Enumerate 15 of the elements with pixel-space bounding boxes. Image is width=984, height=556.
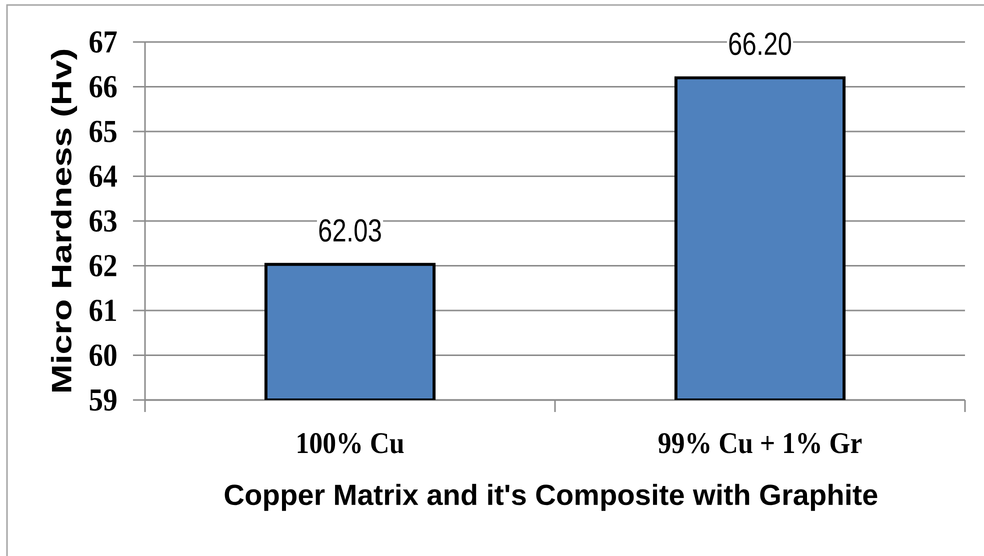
y-axis-title: Micro Hardness (Hv) [50, 50, 78, 392]
x-axis-title: Copper Matrix and it's Composite with Graphite [224, 484, 878, 511]
y-tick-label: 62 [90, 254, 116, 276]
data-label: 62.03 [319, 219, 381, 242]
data-label: 66.20 [729, 32, 792, 56]
y-tick-label: 59 [90, 389, 116, 411]
y-tick-label: 67 [90, 31, 117, 53]
y-tick-label: 60 [90, 344, 116, 366]
x-tick-label: 99% Cu + 1% Gr [658, 433, 862, 454]
y-tick-label: 61 [90, 300, 116, 322]
y-tick-label: 63 [90, 210, 116, 232]
x-tick-label: 100% Cu [298, 433, 404, 454]
y-tick-label: 65 [90, 120, 116, 142]
y-tick-label: 64 [90, 165, 117, 187]
y-tick-label: 66 [90, 76, 117, 98]
